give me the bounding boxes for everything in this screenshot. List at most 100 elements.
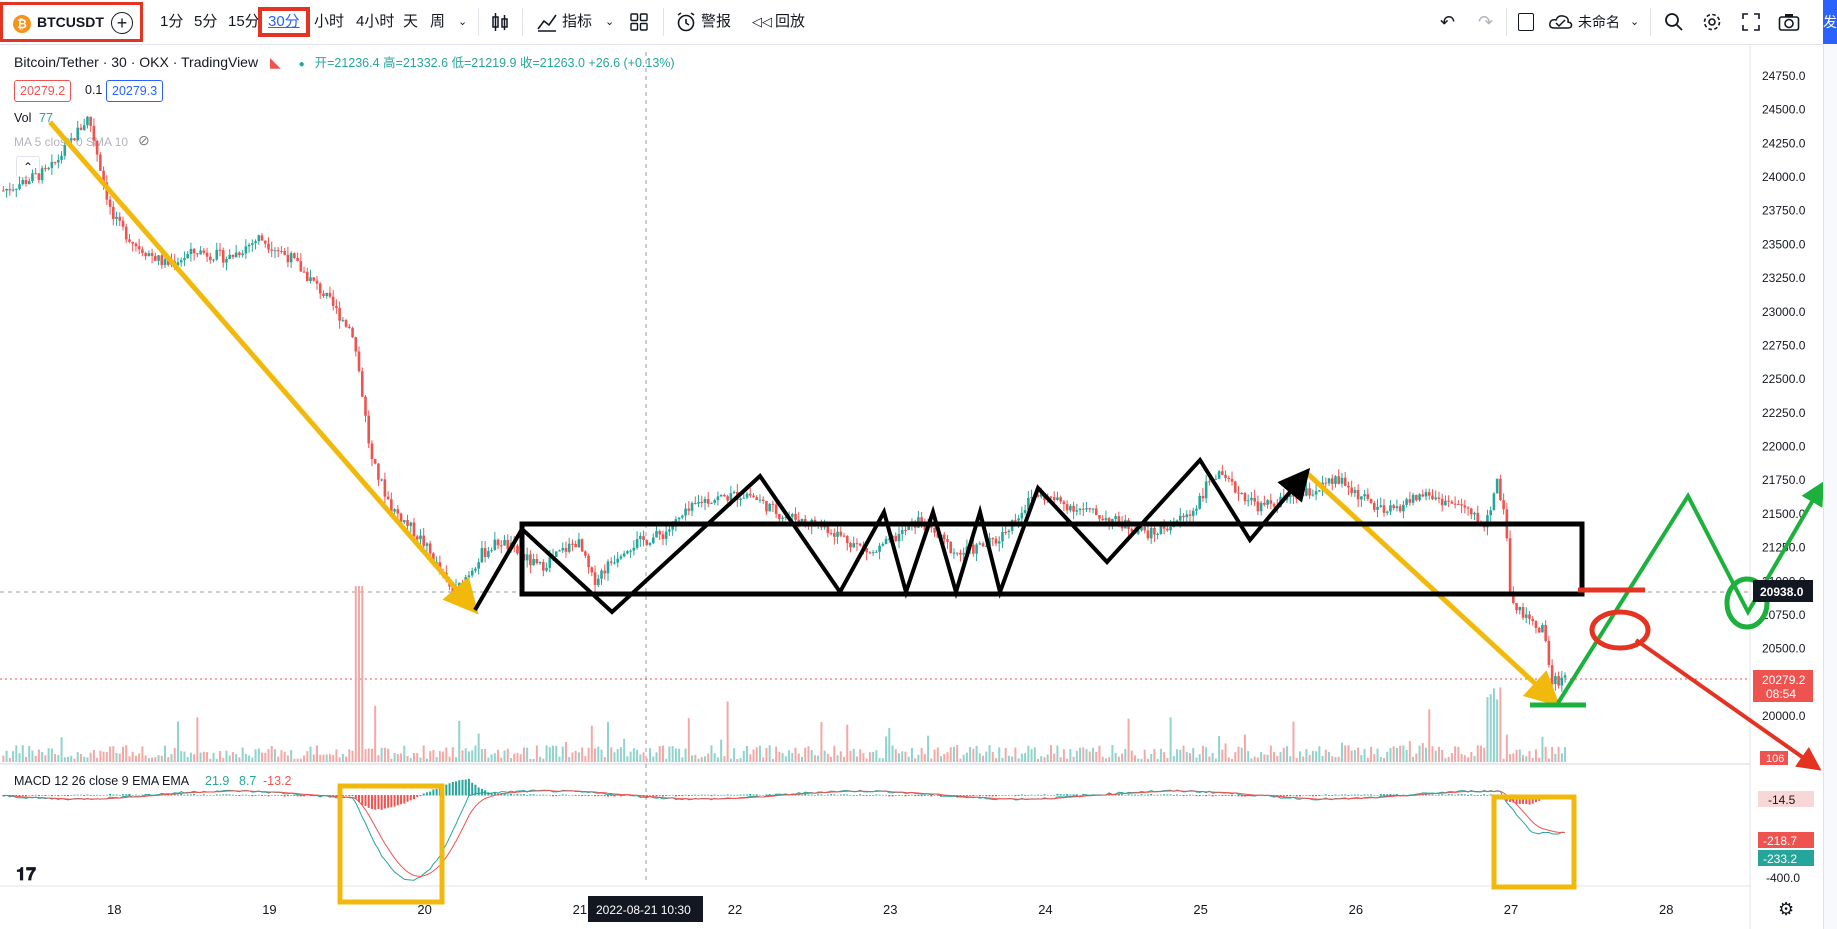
collapse-legend-icon[interactable]: ⌃ — [16, 156, 40, 178]
candle-body — [360, 371, 364, 397]
alert-button[interactable]: 警报 — [701, 13, 732, 30]
volume-bar — [1263, 754, 1266, 762]
layout-name[interactable]: 未命名 — [1578, 14, 1620, 30]
volume-bar — [380, 747, 383, 762]
undo-icon[interactable]: ↶ — [1440, 12, 1456, 32]
macd-histogram-bar — [1237, 795, 1240, 797]
timeframe-5m[interactable]: 5分 — [194, 13, 218, 30]
candle-body — [542, 561, 545, 571]
chart-settings-icon[interactable]: ⚙ — [1778, 899, 1794, 919]
replay-button[interactable]: 回放 — [775, 13, 806, 30]
volume-bar — [1266, 754, 1269, 762]
macd-histogram-bar — [800, 794, 803, 796]
fullscreen-icon[interactable] — [1741, 12, 1761, 32]
timeframe-1d[interactable]: 天 — [403, 13, 419, 30]
macd-histogram-bar — [739, 794, 742, 796]
volume-bar — [429, 751, 432, 762]
volume-bar — [1334, 757, 1337, 762]
ask-price[interactable]: 20279.3 — [106, 80, 164, 102]
indicators-button[interactable]: 指标 — [562, 13, 593, 30]
macd-histogram-bar — [1033, 795, 1036, 796]
layout-square-icon[interactable] — [1518, 13, 1534, 31]
indicators-icon[interactable] — [536, 11, 558, 33]
macd-histogram-bar — [374, 795, 377, 810]
candle-body — [483, 548, 487, 557]
macd-histogram-bar — [965, 795, 968, 797]
time-axis[interactable]: 18 19 20 21 22 23 24 25 26 27 28 — [107, 902, 1673, 917]
grid-icon[interactable] — [630, 13, 648, 31]
macd-histogram-bar — [299, 795, 302, 797]
volume-bar — [315, 745, 318, 762]
candle-body — [69, 138, 73, 141]
cloud-icon[interactable] — [1548, 12, 1574, 32]
candle-body — [1004, 531, 1007, 533]
volume-bar — [668, 746, 671, 762]
volume-bar — [1205, 747, 1208, 762]
candle-body — [580, 539, 584, 552]
alarm-icon[interactable] — [675, 11, 697, 33]
volume-bar — [765, 747, 768, 762]
candle-body — [50, 161, 54, 168]
volume-bar — [442, 751, 445, 762]
chevron-down-icon[interactable]: ⌄ — [1630, 16, 1640, 28]
candle-body — [377, 463, 380, 480]
timeframe-dropdown-icon[interactable]: ⌄ — [458, 16, 468, 28]
macd-histogram-bar — [21, 795, 24, 797]
candle-body — [994, 538, 998, 544]
symbol-search-button[interactable]: ₿ BTCUSDT + — [0, 2, 143, 42]
candle-body — [1350, 487, 1353, 493]
volume-bar — [1496, 699, 1499, 762]
volume-bar — [1121, 753, 1124, 762]
volume-bar — [183, 751, 186, 762]
candle-body — [57, 159, 60, 163]
candle-body — [328, 292, 332, 297]
compare-add-icon[interactable]: + — [111, 12, 133, 34]
search-icon[interactable] — [1664, 12, 1684, 32]
volume-bar — [797, 753, 800, 762]
macd-histogram-bar — [254, 795, 257, 796]
divider — [1650, 8, 1651, 36]
volume-bar — [1473, 756, 1476, 762]
volume-bar — [548, 747, 551, 762]
timeframe-4h[interactable]: 4小时 — [356, 13, 395, 30]
candle-body — [1424, 492, 1428, 497]
replay-icon[interactable]: ◁◁ — [752, 14, 772, 29]
volume-bar — [1214, 758, 1217, 762]
candle-body — [1411, 494, 1415, 503]
candle-body — [402, 520, 406, 523]
macd-histogram-bar — [1315, 795, 1318, 797]
chevron-down-icon[interactable]: ⌄ — [605, 16, 615, 28]
candle-body — [693, 503, 697, 505]
volume-bar — [377, 755, 380, 762]
volume-bar — [713, 753, 716, 762]
candle-body — [1250, 497, 1253, 501]
volume-bar — [261, 752, 264, 762]
gear-icon[interactable] — [1702, 12, 1722, 32]
timeframe-30m-selected[interactable]: 30分 — [258, 7, 310, 37]
volume-bar — [1108, 757, 1111, 762]
candle-body — [1372, 503, 1376, 510]
volume-bar — [920, 748, 923, 762]
volume-bar — [31, 750, 34, 762]
candle-body — [1486, 515, 1489, 528]
bid-price[interactable]: 20279.2 — [14, 80, 72, 102]
candle-icon[interactable] — [490, 12, 510, 32]
flag-icon[interactable]: ◣ — [269, 54, 281, 70]
candle-body — [218, 249, 222, 251]
camera-icon[interactable] — [1778, 12, 1800, 32]
price-axis[interactable]: 24750.0 24500.0 24250.0 24000.0 23750.0 23500… — [1762, 69, 1806, 723]
timeframe-15m[interactable]: 15分 — [228, 13, 260, 30]
candle-body — [1557, 676, 1560, 686]
candle-body — [1369, 498, 1373, 504]
eye-off-icon[interactable]: ⊘ — [138, 132, 150, 148]
volume-bar — [594, 748, 597, 762]
macd-histogram-bar — [765, 794, 768, 796]
timeframe-1h[interactable]: 小时 — [314, 13, 345, 30]
publish-button[interactable]: 发 — [1823, 0, 1837, 44]
volume-bar — [400, 753, 403, 762]
macd-histogram-bar — [1231, 795, 1234, 797]
timeframe-1w[interactable]: 周 — [430, 13, 446, 30]
timeframe-1m[interactable]: 1分 — [160, 13, 184, 30]
macd-histogram-bar — [403, 795, 406, 804]
